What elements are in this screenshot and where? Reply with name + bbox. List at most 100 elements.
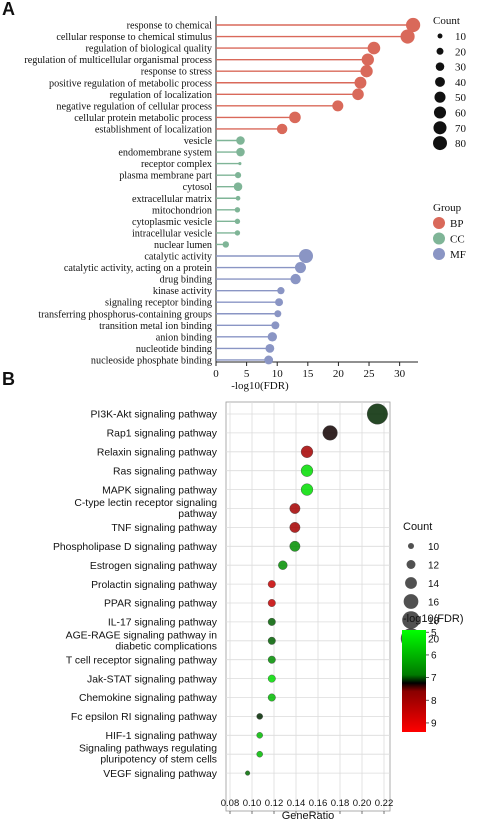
panel-a-label-transition-metal-ion-binding: transition metal ion binding [99, 321, 212, 332]
panel-a: A 0 5 10 15 20 25 30 response to chemicalcellu… [2, 0, 467, 392]
panel-a-count-legend-label: 40 [455, 77, 467, 89]
panel-a-point-catalytic-activity [298, 248, 314, 264]
panel-b-label-estrogen-signaling-pathway: Estrogen signaling pathway [90, 561, 218, 572]
panel-a-label-negative-regulation-of-cellular-process: negative regulation of cellular process [56, 101, 212, 112]
panel-a-point-nucleoside-phosphate-binding [264, 355, 274, 365]
panel-a-label-plasma-membrane-part: plasma membrane part [119, 171, 212, 182]
panel-b-grid [226, 402, 390, 811]
panel-b-count-legend-label: 14 [428, 579, 440, 590]
panel-a-point-plasma-membrane-part [234, 172, 242, 179]
panel-a-point-anion-binding [267, 332, 277, 342]
panel-b-label-age-rage-signaling-pathway-in-diabetic-complications: AGE-RAGE signaling pathway in diabetic co… [66, 630, 218, 652]
panel-b-point-chemokine-signaling-pathway [267, 693, 276, 702]
panel-a-x-tick-label: 15 [302, 368, 314, 380]
panel-a-x-tick-label: 0 [213, 368, 219, 380]
panel-a-label-cytoplasmic-vesicle: cytoplasmic vesicle [132, 217, 213, 228]
panel-a-label-regulation-of-biological-quality: regulation of biological quality [86, 44, 213, 55]
panel-b-point-estrogen-signaling-pathway [278, 560, 288, 570]
panel-a-point-kinase-activity [277, 286, 285, 295]
panel-a-point-catalytic-activity-acting-on-a-protein [294, 262, 306, 274]
panel-b-x-tick-label: 0.12 [265, 798, 284, 809]
panel-b-label-ras-signaling-pathway: Ras signaling pathway [113, 466, 218, 477]
panel-a-letter: A [2, 0, 15, 19]
panel-a-point-cellular-response-to-chemical-stimulus [400, 29, 415, 44]
panel-b-label-ppar-signaling-pathway: PPAR signaling pathway [104, 599, 218, 610]
panel-b-fdr-colorbar [402, 630, 426, 732]
panel-a-x-tick-label: 30 [394, 368, 406, 380]
panel-a-point-regulation-of-multicellular-organismal-process [361, 53, 374, 66]
panel-a-label-anion-binding: anion binding [156, 332, 212, 343]
panel-a-group-legend: Group BP CC MF [433, 202, 466, 261]
panel-b-x-tick-label: 0.18 [331, 798, 350, 809]
panel-a-point-transition-metal-ion-binding [271, 321, 280, 330]
panel-a-count-legend-label: 50 [455, 92, 467, 104]
panel-a-count-legend-label: 60 [455, 108, 467, 120]
panel-b-count-legend-dot [402, 611, 420, 629]
panel-a-group-legend-swatch-mf [433, 248, 445, 260]
panel-b-label-signaling-pathways-regulating-pluripotency-of-stem-cells: Signaling pathways regulating pluripotenc… [79, 744, 217, 766]
panel-b-point-fc-epsilon-ri-signaling-pathway [256, 713, 263, 720]
panel-a-point-cellular-protein-metabolic-process [289, 111, 301, 124]
panel-b-point-rap1-signaling-pathway [322, 425, 338, 441]
panel-b-category-labels: PI3K-Akt signaling pathway Rap1 signaling… [53, 410, 218, 780]
panel-a-point-receptor-complex [238, 162, 242, 166]
panel-a-point-establishment-of-localization [276, 123, 288, 135]
panel-b-count-legend-title: Count [403, 521, 432, 533]
panel-a-count-legend: Count 10 20 30 40 50 60 70 80 [433, 15, 467, 150]
panel-a-point-endomembrane-system [236, 147, 245, 157]
panel-a-count-legend-label: 10 [455, 31, 467, 43]
panel-a-label-receptor-complex: receptor complex [141, 159, 212, 170]
panel-a-count-legend-dot [433, 106, 447, 119]
panel-b-label-t-cell-receptor-signaling-pathway: T cell receptor signaling pathway [66, 655, 218, 666]
panel-b-label-jak-stat-signaling-pathway: Jak-STAT signaling pathway [87, 674, 218, 685]
panel-a-point-positive-regulation-of-metabolic-process [354, 76, 367, 89]
panel-a-point-signaling-receptor-binding [275, 298, 284, 307]
panel-b-x-tick-label: 0.22 [375, 798, 394, 809]
panel-a-label-regulation-of-multicellular-organismal-process: regulation of multicellular organismal p… [24, 55, 212, 66]
panel-a-label-nucleotide-binding: nucleotide binding [136, 344, 212, 355]
panel-b-count-legend-label: 18 [428, 616, 440, 627]
panel-a-label-cellular-response-to-chemical-stimulus: cellular response to chemical stimulus [56, 32, 212, 43]
panel-b-count-legend-dot [406, 560, 416, 569]
panel-a-lollipops [216, 17, 421, 365]
panel-b-label-il-17-signaling-pathway: IL-17 signaling pathway [108, 618, 218, 629]
panel-b-label-prolactin-signaling-pathway: Prolactin signaling pathway [91, 580, 218, 591]
panel-b-label-fc-epsilon-ri-signaling-pathway: Fc epsilon RI signaling pathway [71, 712, 218, 723]
panel-b-point-prolactin-signaling-pathway [267, 580, 276, 589]
panel-b-label-hif-1-signaling-pathway: HIF-1 signaling pathway [106, 731, 218, 742]
panel-b-point-pi3k-akt-signaling-pathway [366, 403, 388, 425]
panel-b-fdr-tick-label: 5 [431, 628, 437, 639]
panel-a-count-legend-dot [435, 76, 445, 87]
panel-a-point-nucleotide-binding [265, 343, 275, 353]
panel-b-count-legend-dot [407, 542, 415, 550]
panel-a-count-legend-label: 20 [455, 46, 467, 58]
panel-b-x-tick-label: 0.14 [287, 798, 306, 809]
panel-b-point-phospholipase-d-signaling-pathway [289, 540, 301, 552]
panel-b-count-legend-label: 12 [428, 561, 440, 572]
panel-a-count-legend-title: Count [433, 15, 460, 27]
panel-b-count-legend-label: 16 [428, 598, 440, 609]
panel-b-point-vegf-signaling-pathway [245, 770, 251, 776]
panel-b-fdr-tick-label: 9 [431, 718, 437, 729]
panel-a-point-response-to-chemical [405, 17, 421, 33]
panel-a-group-legend-swatch-cc [433, 232, 445, 245]
panel-b-label-pi3k-akt-signaling-pathway: PI3K-Akt signaling pathway [91, 410, 218, 421]
panel-b-x-axis: 0.08 0.10 0.12 0.14 0.16 0.18 0.20 0.22 [221, 798, 394, 814]
panel-b-label-mapk-signaling-pathway: MAPK signaling pathway [102, 485, 218, 496]
panel-a-label-kinase-activity: kinase activity [153, 286, 213, 297]
panel-b-fdr-tick-label: 8 [431, 696, 437, 707]
panel-a-point-mitochondrion [234, 207, 241, 213]
panel-a-point-cytosol [233, 182, 243, 191]
panel-a-label-cellular-protein-metabolic-process: cellular protein metabolic process [74, 113, 212, 124]
panel-b-count-legend-label: 10 [428, 542, 440, 553]
panel-b-fdr-tick-label: 6 [431, 650, 437, 661]
panel-a-label-catalytic-activity-acting-on-a-protein: catalytic activity, acting on a protein [64, 263, 212, 274]
panel-b-label-rap1-signaling-pathway: Rap1 signaling pathway [107, 429, 218, 440]
panel-a-label-extracellular-matrix: extracellular matrix [132, 194, 212, 205]
panel-b-point-relaxin-signaling-pathway [300, 445, 314, 458]
panel-b-plot-area [225, 401, 391, 812]
panel-b-x-label: GeneRatio [282, 810, 335, 822]
panel-a-x-label: -log10(FDR) [231, 380, 289, 392]
panel-b-x-tick-label: 0.20 [353, 798, 372, 809]
